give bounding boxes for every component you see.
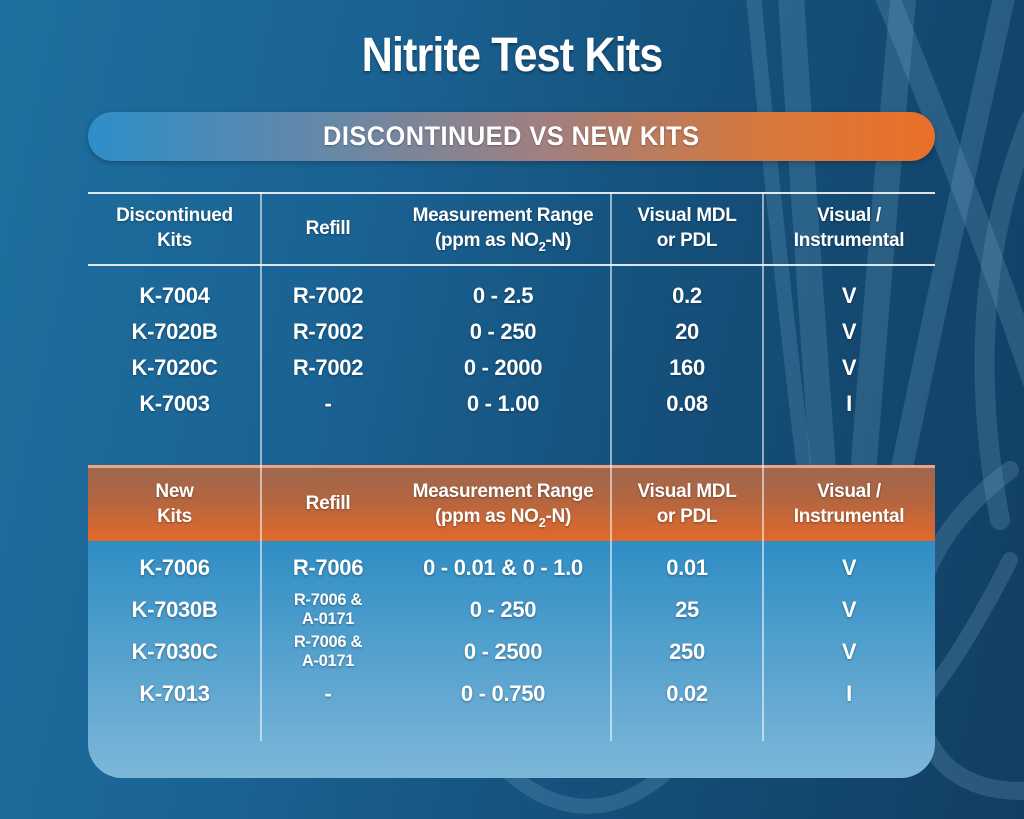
header-measurement-range: Measurement Range (ppm as NO2-N) [412,480,594,530]
header-visual-mdl: Visual MDL or PDL [637,480,737,527]
column-divider [762,465,764,741]
cell-visual-instrumental: I [846,391,852,416]
cell-kit: K-7030C [131,639,218,664]
table-row: K-7020B R-7002 0 - 250 20 V [88,314,935,350]
table-row: K-7013 - 0 - 0.750 0.02 I [88,673,935,715]
cell-mdl: 0.08 [666,391,708,416]
cell-range: 0 - 1.00 [466,391,540,416]
column-divider [260,192,262,465]
cell-mdl: 25 [675,597,699,622]
cell-range: 0 - 0.01 & 0 - 1.0 [423,555,583,580]
table-discontinued-body: K-7004 R-7002 0 - 2.5 0.2 V K-7020B R-70… [88,278,935,422]
table-row: K-7004 R-7002 0 - 2.5 0.2 V [88,278,935,314]
cell-visual-instrumental: V [841,355,857,380]
cell-kit: K-7006 [139,555,210,580]
cell-range: 0 - 250 [469,597,537,622]
section-banner: DISCONTINUED VS NEW KITS [88,112,935,161]
cell-refill: - [324,391,332,417]
header-visual-instrumental: Visual / Instrumental [793,480,905,527]
column-divider [762,192,764,465]
table-row: K-7003 - 0 - 1.00 0.08 I [88,386,935,422]
cell-kit: K-7020B [131,319,218,344]
cell-range: 0 - 250 [469,319,537,344]
cell-visual-instrumental: V [841,555,857,580]
cell-mdl: 0.2 [672,283,702,308]
cell-mdl: 0.02 [666,681,708,706]
cell-mdl: 20 [675,319,699,344]
table-new-header-band: New Kits Refill Measurement Range (ppm a… [88,465,935,541]
cell-visual-instrumental: V [841,597,857,622]
cell-visual-instrumental: I [846,681,852,706]
table-new-body-panel: K-7006 R-7006 0 - 0.01 & 0 - 1.0 0.01 V … [88,541,935,778]
cell-kit: K-7013 [139,681,210,706]
table-new-kits: New Kits Refill Measurement Range (ppm a… [88,465,935,778]
table-row: K-7030B R-7006 & A-0171 0 - 250 25 V [88,589,935,631]
column-divider [610,192,612,465]
cell-visual-instrumental: V [841,283,857,308]
cell-range: 0 - 2500 [463,639,543,664]
table-row: K-7020C R-7002 0 - 2000 160 V [88,350,935,386]
cell-refill: R-7002 [292,319,364,345]
header-measurement-range: Measurement Range (ppm as NO2-N) [412,205,594,254]
section-banner-label: DISCONTINUED VS NEW KITS [323,121,700,151]
cell-kit: K-7030B [131,597,218,622]
cell-kit: K-7004 [139,283,210,308]
table-discontinued-kits: Discontinued Kits Refill Measurement Ran… [88,192,935,465]
header-visual-mdl: Visual MDL or PDL [637,205,737,251]
cell-kit: K-7003 [139,391,210,416]
cell-mdl: 250 [669,639,705,664]
cell-visual-instrumental: V [841,319,857,344]
table-new-header-row: New Kits Refill Measurement Range (ppm a… [88,468,935,541]
table-top-rule [88,192,935,194]
table-row: K-7006 R-7006 0 - 0.01 & 0 - 1.0 0.01 V [88,547,935,589]
cell-visual-instrumental: V [841,639,857,664]
table-new-rows: K-7006 R-7006 0 - 0.01 & 0 - 1.0 0.01 V … [88,547,935,715]
cell-refill: R-7006 & A-0171 [293,591,363,628]
cell-range: 0 - 0.750 [460,681,546,706]
column-divider [260,465,262,741]
header-discontinued-kits: Discontinued Kits [116,205,233,251]
cell-mdl: 0.01 [666,555,708,580]
table-header-rule [88,264,935,266]
cell-mdl: 160 [669,355,705,380]
cell-refill: R-7002 [292,283,364,309]
cell-kit: K-7020C [131,355,218,380]
cell-range: 0 - 2000 [463,355,543,380]
cell-refill: - [324,681,332,707]
header-refill: Refill [305,217,351,239]
page-title: Nitrite Test Kits [361,29,664,82]
cell-refill: R-7002 [292,355,364,381]
header-visual-instrumental: Visual / Instrumental [793,205,905,251]
header-refill: Refill [305,493,351,515]
table-discontinued-header-row: Discontinued Kits Refill Measurement Ran… [88,194,935,264]
column-divider [610,465,612,741]
cell-refill: R-7006 [292,555,364,581]
cell-refill: R-7006 & A-0171 [293,633,363,670]
cell-range: 0 - 2.5 [472,283,534,308]
table-row: K-7030C R-7006 & A-0171 0 - 2500 250 V [88,631,935,673]
header-new-kits: New Kits [155,480,194,527]
